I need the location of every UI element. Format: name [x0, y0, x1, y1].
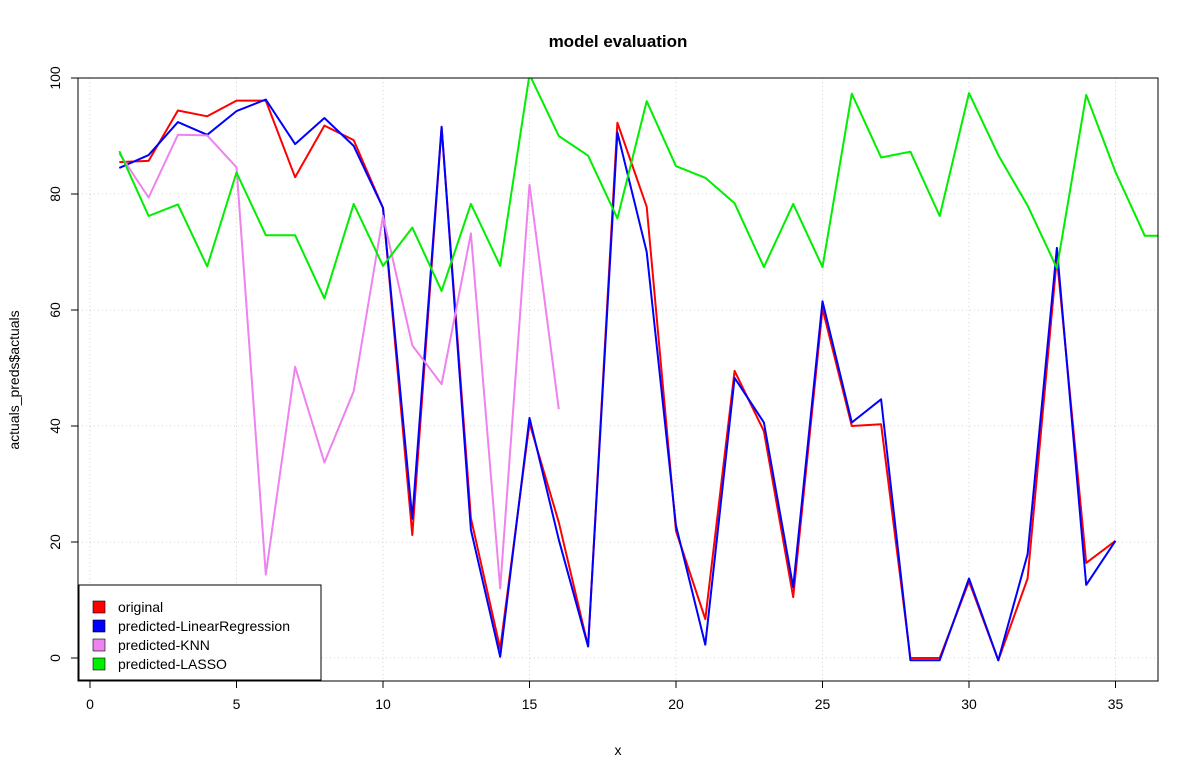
- legend-label: predicted-LASSO: [118, 656, 227, 672]
- x-axis-label: x: [615, 742, 622, 758]
- series-line-2: [118, 98, 1117, 662]
- y-tick-label: 20: [47, 534, 63, 550]
- x-tick-label: 10: [375, 696, 391, 712]
- y-tick-label: 60: [47, 302, 63, 318]
- legend-swatch: [92, 657, 106, 671]
- y-axis: 0 20 40 60 80 100: [47, 66, 79, 662]
- x-tick-label: 20: [668, 696, 684, 712]
- x-tick-label: 30: [961, 696, 977, 712]
- y-tick-label: 0: [47, 654, 63, 662]
- legend-swatch: [92, 600, 106, 614]
- legend: original predicted-LinearRegression predic…: [78, 584, 322, 681]
- y-tick-label: 80: [47, 186, 63, 202]
- legend-label: predicted-LinearRegression: [118, 618, 290, 634]
- legend-swatch: [92, 638, 106, 652]
- x-tick-label: 35: [1108, 696, 1124, 712]
- legend-swatch: [92, 619, 106, 633]
- legend-label: predicted-KNN: [118, 637, 210, 653]
- chart-title: model evaluation: [549, 32, 688, 51]
- x-axis: 0 5 10 15 20 25 30 35: [86, 680, 1124, 712]
- series-line-4: [118, 78, 1158, 300]
- series-lines: [118, 78, 1158, 662]
- x-tick-label: 5: [233, 696, 241, 712]
- x-tick-label: 25: [815, 696, 831, 712]
- series-line-3: [118, 133, 560, 590]
- legend-label: original: [118, 599, 163, 615]
- x-tick-label: 15: [522, 696, 538, 712]
- x-tick-label: 0: [86, 696, 94, 712]
- legend-box: [78, 584, 322, 681]
- y-axis-label: actuals_preds$actuals: [6, 310, 22, 449]
- y-tick-label: 100: [47, 66, 63, 90]
- y-tick-label: 40: [47, 418, 63, 434]
- series-line-1: [119, 99, 1117, 662]
